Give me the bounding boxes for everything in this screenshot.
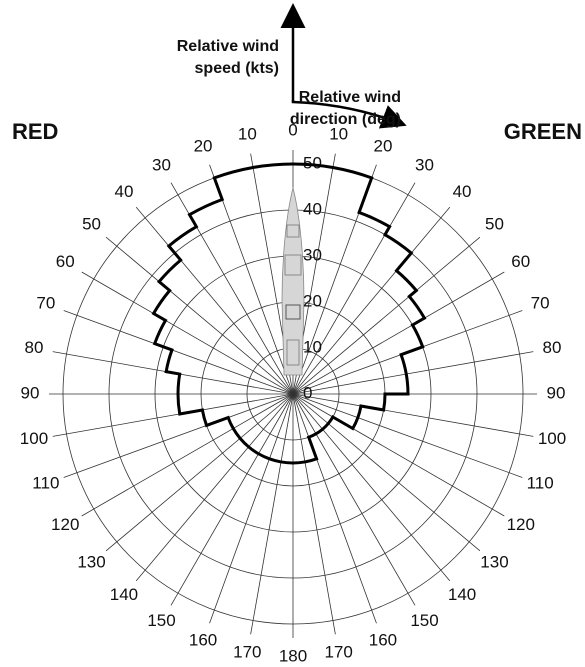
angle-tick-label: 40 xyxy=(453,182,472,201)
angle-tick-label: 30 xyxy=(415,156,434,175)
angle-tick-label: 110 xyxy=(527,473,554,492)
angle-tick-label: 120 xyxy=(51,515,79,534)
angle-tick-label: 20 xyxy=(194,136,213,155)
grid-radial xyxy=(106,237,293,394)
direction-axis-label: Relative wind xyxy=(299,89,401,106)
angle-tick-label: 80 xyxy=(25,338,44,357)
direction-axis-label: direction (deg) xyxy=(290,111,401,128)
speed-tick-label: 40 xyxy=(303,199,322,218)
angle-tick-label: 50 xyxy=(485,214,504,233)
grid-radial xyxy=(293,394,376,623)
angle-tick-label: 100 xyxy=(538,429,566,448)
speed-axis-label: Relative wind xyxy=(177,38,279,55)
port-label: RED xyxy=(12,119,58,144)
ship xyxy=(282,188,304,375)
angle-tick-label: 70 xyxy=(531,294,550,313)
angle-tick-label: 170 xyxy=(324,642,352,661)
angle-tick-label: 40 xyxy=(114,182,133,201)
angle-tick-label: 130 xyxy=(77,553,105,572)
angle-tick-label: 160 xyxy=(189,631,217,650)
speed-tick-label: 20 xyxy=(303,291,322,310)
angle-tick-label: 90 xyxy=(547,383,566,402)
speed-tick-label: 10 xyxy=(303,337,322,356)
angle-tick-label: 170 xyxy=(233,642,261,661)
angle-tick-label: 140 xyxy=(110,585,138,604)
grid-radial xyxy=(136,207,293,394)
angle-tick-label: 110 xyxy=(32,473,59,492)
angle-tick-label: 100 xyxy=(20,429,48,448)
angle-tick-label: 20 xyxy=(373,136,392,155)
angle-tick-label: 70 xyxy=(36,294,55,313)
angle-tick-label: 160 xyxy=(369,631,397,650)
grid-radial xyxy=(293,394,450,581)
grid-radial xyxy=(293,394,480,551)
angle-tick-label: 120 xyxy=(507,515,535,534)
angle-tick-label: 30 xyxy=(152,156,171,175)
speed-axis-label: speed (kts) xyxy=(195,60,279,77)
angle-tick-label: 150 xyxy=(147,611,175,630)
chart: 0102030405017016015014013012011010090807… xyxy=(0,0,585,667)
speed-tick-label: 0 xyxy=(303,383,312,402)
speed-tick-label: 30 xyxy=(303,245,322,264)
grid-radial xyxy=(106,394,293,551)
starboard-label: GREEN xyxy=(504,119,582,144)
angle-tick-label: 50 xyxy=(82,214,101,233)
grid-radial xyxy=(210,394,293,623)
grid-radial xyxy=(293,394,522,477)
angle-tick-label: 10 xyxy=(238,124,257,143)
angle-tick-label: 80 xyxy=(543,338,562,357)
angle-tick-label: 60 xyxy=(511,252,530,271)
angle-tick-label: 150 xyxy=(410,611,438,630)
angle-tick-label: 60 xyxy=(56,252,75,271)
angle-tick-label: 180 xyxy=(279,646,307,665)
angle-tick-label: 140 xyxy=(448,585,476,604)
angle-tick-label: 130 xyxy=(480,553,508,572)
angle-tick-label: 90 xyxy=(21,383,40,402)
